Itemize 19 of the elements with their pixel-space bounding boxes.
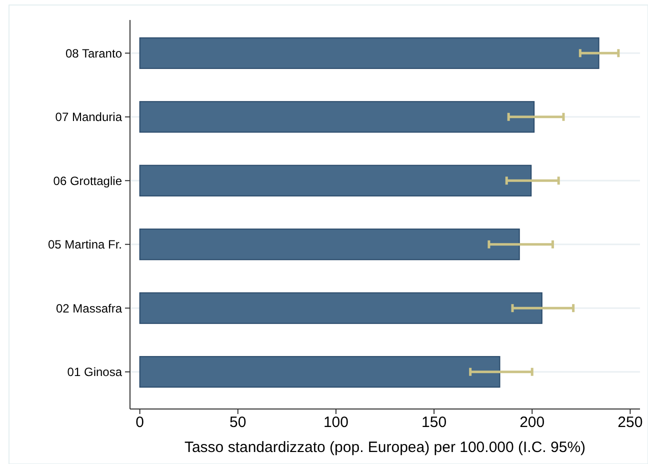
bar — [139, 164, 532, 196]
y-tick-label: 05 Martina Fr. — [48, 238, 122, 252]
bar — [139, 101, 535, 133]
y-tick-label: 07 Manduria — [55, 110, 122, 124]
x-tick-label: 250 — [618, 414, 643, 431]
bar — [139, 292, 542, 324]
bar — [139, 37, 600, 69]
x-tick-label: 150 — [422, 414, 447, 431]
y-tick-label: 02 Massafra — [56, 301, 122, 316]
y-tick-label: 08 Taranto — [66, 46, 122, 60]
y-tick-label: 06 Grottaglie — [53, 174, 122, 188]
x-tick-label: 100 — [323, 414, 348, 431]
bar — [139, 356, 500, 388]
x-axis-title: Tasso standardizzato (pop. Europea) per 100.000 (I.C. 95%) — [184, 439, 586, 456]
x-tick-label: 200 — [520, 414, 545, 431]
x-tick-label: 50 — [230, 414, 246, 431]
x-tick-label: 0 — [136, 414, 144, 431]
bar — [139, 228, 520, 260]
y-tick-label: 01 Ginosa — [67, 365, 122, 380]
